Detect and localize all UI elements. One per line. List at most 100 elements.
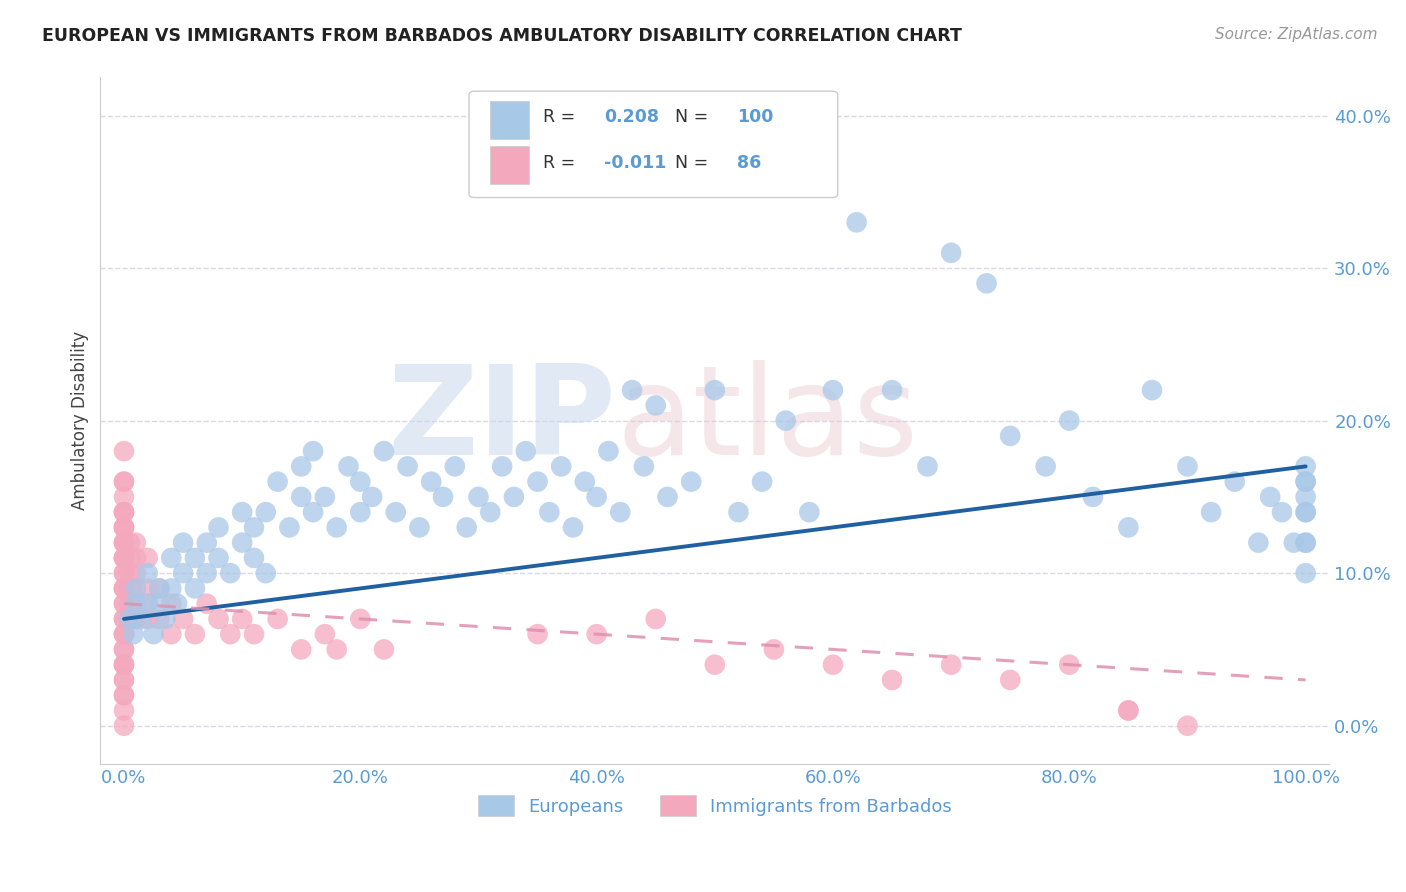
Point — [396, 459, 419, 474]
Point — [125, 597, 148, 611]
Point — [112, 627, 135, 641]
Point — [148, 612, 170, 626]
Text: atlas: atlas — [616, 360, 918, 481]
Point — [467, 490, 489, 504]
Point — [314, 627, 336, 641]
Point — [219, 566, 242, 581]
Bar — [489, 146, 529, 184]
Point — [112, 627, 135, 641]
Point — [775, 414, 797, 428]
Point — [1295, 475, 1317, 489]
Point — [231, 612, 253, 626]
Text: ZIP: ZIP — [388, 360, 616, 481]
Point — [1118, 703, 1140, 717]
Point — [657, 490, 679, 504]
Point — [1199, 505, 1222, 519]
Point — [325, 520, 347, 534]
Point — [550, 459, 572, 474]
Point — [112, 657, 135, 672]
Point — [112, 642, 135, 657]
Point — [112, 673, 135, 687]
Point — [633, 459, 655, 474]
Point — [136, 582, 159, 596]
Point — [148, 582, 170, 596]
Point — [136, 612, 159, 626]
Point — [122, 627, 145, 641]
Text: N =: N = — [675, 108, 714, 127]
Point — [112, 657, 135, 672]
Point — [112, 550, 135, 565]
Point — [939, 245, 962, 260]
Point — [160, 550, 183, 565]
Point — [337, 459, 360, 474]
Point — [112, 688, 135, 702]
Point — [444, 459, 467, 474]
Point — [821, 383, 844, 397]
Point — [526, 475, 548, 489]
Point — [118, 535, 141, 549]
Point — [917, 459, 939, 474]
Point — [112, 627, 135, 641]
Point — [219, 627, 242, 641]
Point — [112, 520, 135, 534]
Point — [644, 612, 666, 626]
Point — [1258, 490, 1281, 504]
Point — [408, 520, 430, 534]
Point — [207, 520, 229, 534]
Point — [118, 612, 141, 626]
Point — [160, 582, 183, 596]
Point — [207, 550, 229, 565]
Point — [118, 566, 141, 581]
Point — [976, 277, 998, 291]
Point — [172, 566, 194, 581]
Point — [112, 444, 135, 458]
Point — [880, 673, 903, 687]
Text: N =: N = — [675, 154, 714, 172]
Point — [621, 383, 644, 397]
Point — [845, 215, 868, 229]
Point — [136, 597, 159, 611]
Point — [290, 459, 312, 474]
Point — [112, 535, 135, 549]
Text: 0.208: 0.208 — [605, 108, 659, 127]
Point — [112, 475, 135, 489]
Point — [172, 535, 194, 549]
Point — [155, 612, 177, 626]
Point — [1140, 383, 1163, 397]
Point — [373, 444, 395, 458]
Point — [432, 490, 454, 504]
Point — [254, 566, 277, 581]
Point — [142, 627, 165, 641]
Point — [148, 597, 170, 611]
Point — [166, 597, 188, 611]
Point — [136, 550, 159, 565]
Point — [290, 490, 312, 504]
Point — [195, 566, 218, 581]
Point — [112, 505, 135, 519]
Point — [112, 582, 135, 596]
Point — [1282, 535, 1305, 549]
Point — [751, 475, 773, 489]
Point — [125, 550, 148, 565]
Point — [112, 505, 135, 519]
Point — [1177, 719, 1199, 733]
Text: R =: R = — [543, 108, 581, 127]
Point — [112, 642, 135, 657]
Point — [703, 657, 725, 672]
Point — [112, 475, 135, 489]
Point — [349, 475, 371, 489]
Point — [325, 642, 347, 657]
Point — [609, 505, 631, 519]
Point — [118, 597, 141, 611]
Point — [125, 597, 148, 611]
Point — [112, 535, 135, 549]
Point — [266, 612, 288, 626]
FancyBboxPatch shape — [470, 91, 838, 197]
Point — [1000, 673, 1022, 687]
Point — [1081, 490, 1104, 504]
Text: EUROPEAN VS IMMIGRANTS FROM BARBADOS AMBULATORY DISABILITY CORRELATION CHART: EUROPEAN VS IMMIGRANTS FROM BARBADOS AMB… — [42, 27, 962, 45]
Point — [148, 582, 170, 596]
Point — [231, 535, 253, 549]
Point — [1118, 520, 1140, 534]
Text: 86: 86 — [737, 154, 761, 172]
